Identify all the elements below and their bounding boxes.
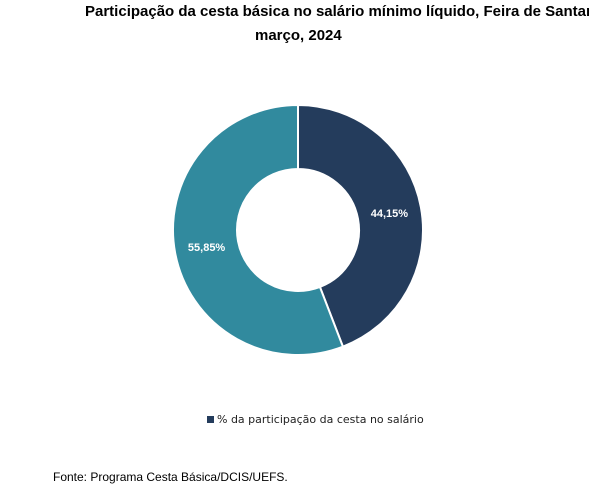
donut-slice-2 bbox=[172, 103, 345, 356]
donut-slice-1 bbox=[297, 103, 424, 348]
slice-label-1: 44,15% bbox=[371, 208, 409, 220]
source-note: Fonte: Programa Cesta Básica/DCIS/UEFS. bbox=[53, 470, 288, 484]
chart-legend: % da participação da cesta no salário bbox=[207, 413, 424, 426]
chart-title-line-1: Participação da cesta básica no salário … bbox=[85, 3, 589, 20]
legend-swatch bbox=[207, 416, 214, 423]
chart-title-line-2: março, 2024 bbox=[255, 27, 342, 44]
slice-label-2: 55,85% bbox=[188, 242, 226, 254]
legend-label: % da participação da cesta no salário bbox=[217, 413, 424, 426]
